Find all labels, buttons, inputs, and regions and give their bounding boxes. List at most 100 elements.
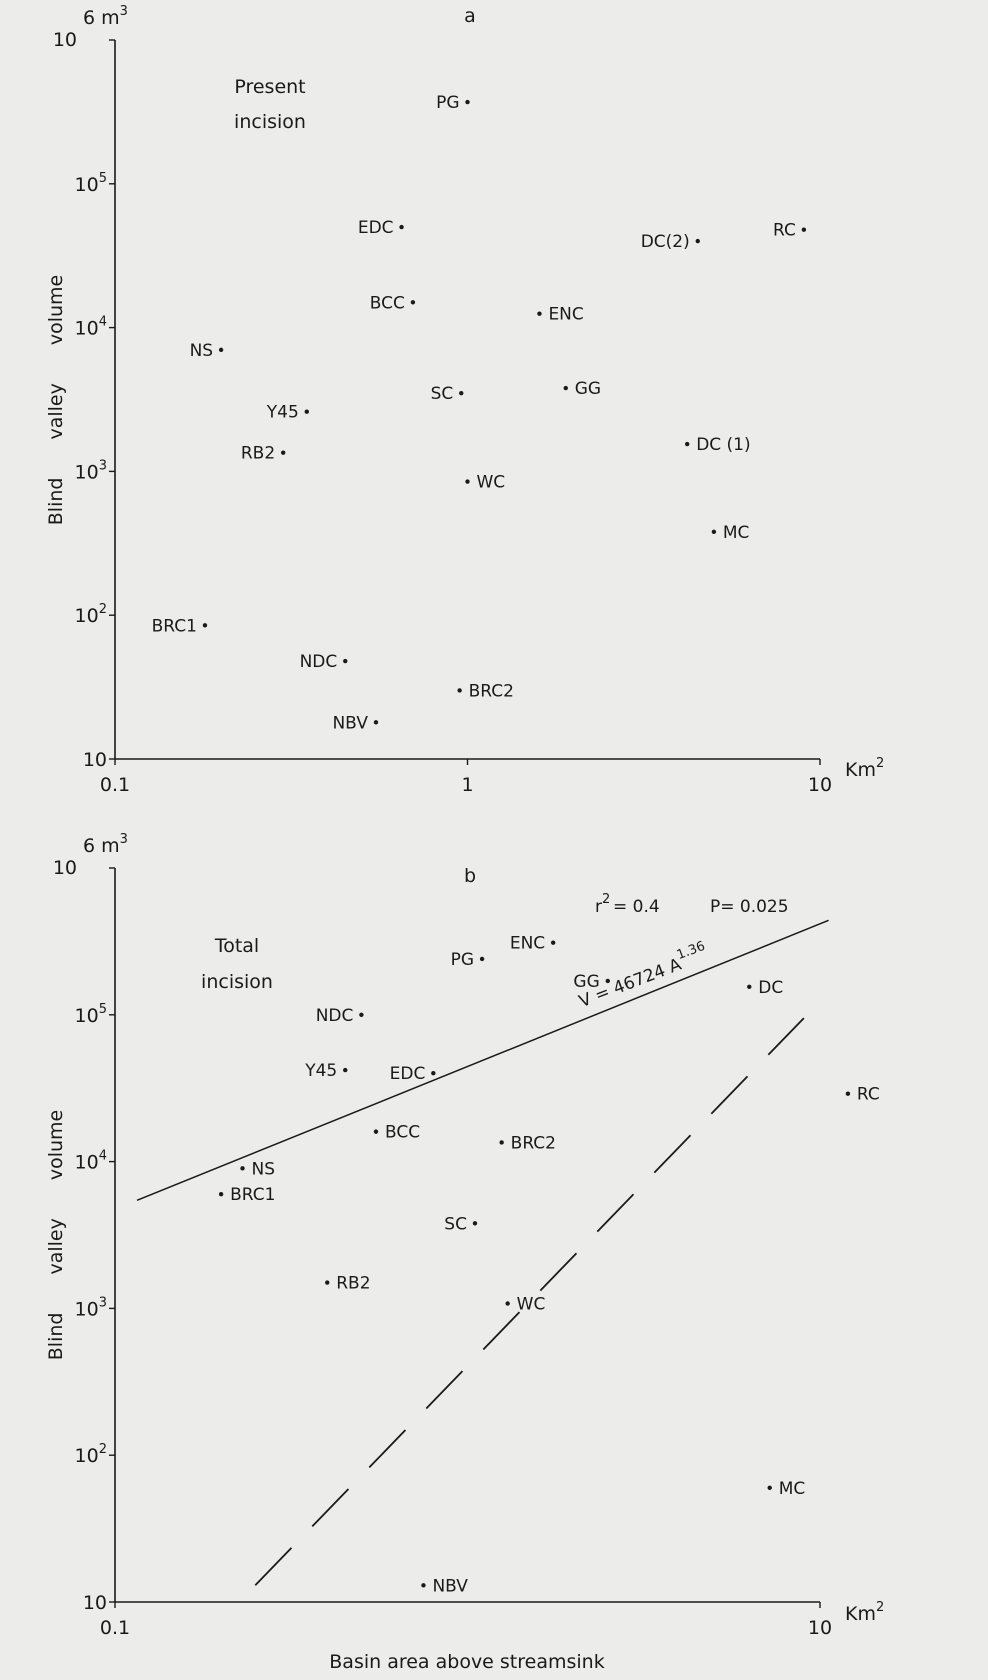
y-axis-title: Blind valley volume [45,1110,67,1360]
data-point [479,956,485,962]
point-label: GG [573,972,599,992]
data-point [325,1280,330,1285]
point-label: Y45 [304,1061,337,1081]
y-tick-label: 105 [75,1002,107,1027]
data-point [304,409,309,414]
point-label: WC [477,473,506,493]
x-tick-label: 10 [808,774,832,796]
data-point [218,347,224,353]
p-value: P= 0.025 [710,897,789,917]
x-unit-label: Km2 [845,756,884,781]
data-point [280,450,286,455]
data-point [457,688,462,693]
point-label: Y45 [266,403,299,423]
point-label: BRC2 [511,1133,556,1153]
data-point [399,224,404,230]
y-unit-label: 6 m3 [83,4,128,29]
point-label: GG [575,379,601,399]
data-point [563,385,568,391]
point-label: BRC1 [152,616,197,636]
y-tick-label: 102 [75,602,107,627]
r-squared-label: r2 [595,892,610,917]
point-label: NS [252,1159,276,1179]
point-label: MC [723,523,750,543]
point-label: DC [758,978,783,998]
x-axis-title: Basin area above streamsink [329,1651,604,1673]
data-point [459,390,464,396]
panel-letter: a [464,5,476,27]
data-point [202,623,208,628]
data-point [343,1067,348,1073]
point-label: NBV [432,1576,468,1596]
point-label: ENC [510,934,545,954]
data-point [343,658,348,664]
point-label: ENC [548,305,583,325]
y-tick-label: 103 [75,1295,107,1320]
x-unit-label: Km2 [845,1600,884,1625]
panel-title-line: incision [201,971,273,993]
data-point [421,1583,426,1588]
point-label: WC [517,1294,546,1314]
point-label: EDC [390,1064,426,1084]
panel-letter: b [464,865,476,887]
r-squared-value: = 0.4 [613,897,660,917]
y-tick-label: 104 [75,315,107,340]
y-tick-label: 10 [53,857,77,879]
point-label: EDC [358,218,394,238]
x-tick-label: 10 [808,1617,832,1639]
point-label: RC [857,1085,880,1105]
panel-title-line: incision [234,111,306,133]
regression-line [136,919,829,1202]
data-point [410,300,416,305]
point-label: NBV [332,713,368,733]
point-label: BRC1 [230,1185,275,1205]
data-point [465,479,470,484]
data-point [550,940,556,945]
y-tick-label: 10 [53,29,77,51]
data-point [711,529,717,535]
y-tick-label: 104 [75,1149,107,1174]
point-label: RC [773,221,796,241]
data-point [605,978,610,984]
data-point [747,984,752,990]
point-label: SC [444,1214,467,1234]
x-tick-label: 0.1 [100,774,130,796]
data-point [684,441,690,447]
point-label: PG [451,950,474,970]
y-tick-label: 105 [75,171,107,196]
data-point [695,238,700,244]
point-label: SC [431,384,454,404]
point-label: RB2 [336,1274,370,1294]
panel-title-line: Present [234,76,305,98]
data-point [218,1191,224,1197]
y-tick-label: 102 [75,1442,107,1467]
data-point [465,99,470,105]
point-label: PG [436,93,459,113]
point-label: MC [779,1479,806,1499]
x-tick-label: 0.1 [100,1617,130,1639]
data-point [373,720,379,725]
data-point [359,1012,364,1017]
data-point [472,1221,478,1226]
point-label: DC (1) [696,435,750,455]
data-point [845,1091,851,1096]
data-point [240,1166,245,1171]
y-axis-title: Blind valley volume [45,275,67,525]
y-tick-label: 103 [75,458,107,483]
point-label: BRC2 [469,681,514,701]
y-unit-label: 6 m3 [83,832,128,857]
data-point [431,1071,436,1076]
y-tick-label: 10 [83,749,107,771]
point-label: NDC [316,1006,354,1026]
y-tick-label: 10 [83,1592,107,1614]
data-point [801,227,807,232]
data-point [767,1485,772,1490]
point-label: BCC [370,293,405,313]
point-label: NDC [300,652,338,672]
data-point [499,1140,504,1145]
dashed-fit-line [254,1017,805,1586]
data-point [373,1129,379,1134]
